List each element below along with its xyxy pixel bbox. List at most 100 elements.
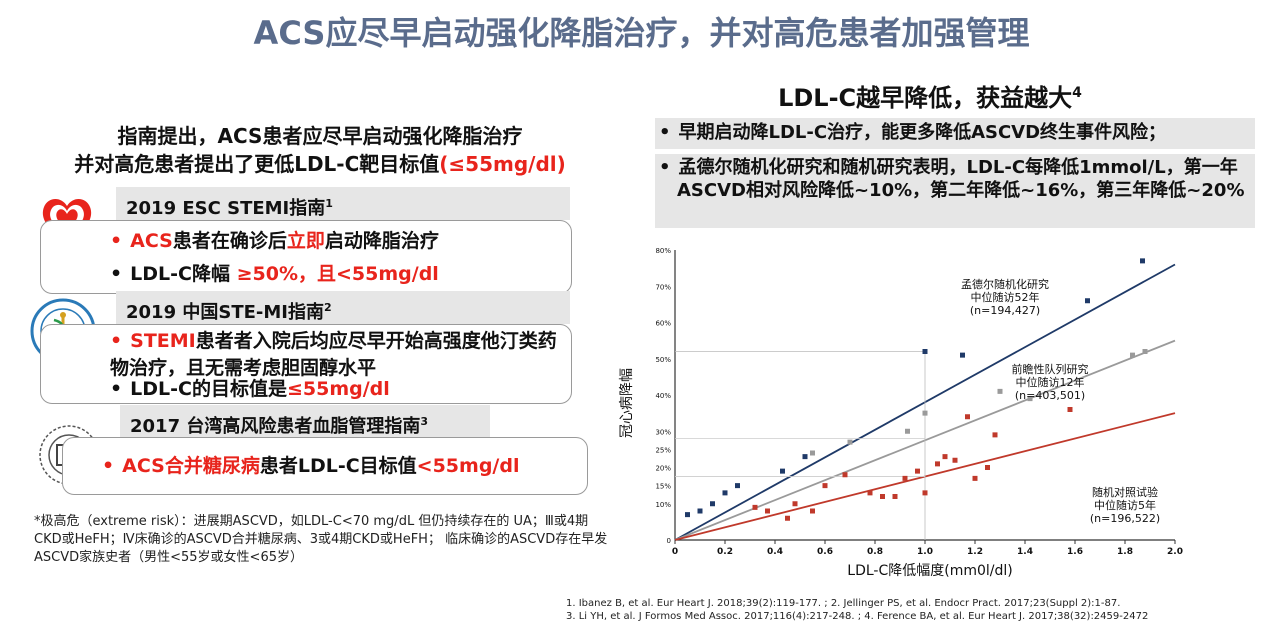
chart-annotation-line: 前瞻性队列研究 (1012, 362, 1089, 376)
taiwan-guideline-ref: 3 (420, 415, 429, 428)
chart-point (785, 515, 790, 521)
china-guideline-title: 2019 中国STE-MI指南 (126, 302, 324, 323)
chart-annotation-line: (n=403,501) (1015, 389, 1085, 402)
esc-recommendation-box (40, 220, 572, 294)
chart-x-tick-label: 1.6 (1067, 547, 1083, 557)
chart-points (685, 258, 1148, 521)
chart-y-tick-label: 10% (655, 501, 671, 509)
esc-b2-text: LDL-C降幅 (130, 263, 237, 285)
chart-point (735, 483, 740, 489)
right-bullet-2-text: 孟德尔随机化研究和随机研究表明，LDL-C每降低1mmol/L，第一年ASCVD… (677, 157, 1245, 201)
chart-point (765, 508, 770, 514)
chart-point (902, 475, 908, 481)
chart-y-tick-label: 25% (655, 446, 671, 454)
chart-y-tick-label: 30% (655, 428, 671, 436)
left-headline-target: (≤55mg/dl) (439, 152, 566, 176)
chart-point (685, 512, 690, 518)
chart-point (1140, 258, 1145, 264)
right-bullet-2-box: • 孟德尔随机化研究和随机研究表明，LDL-C每降低1mmol/L，第一年ASCV… (655, 154, 1255, 228)
chart-point (722, 490, 728, 496)
chart-point (915, 468, 920, 474)
chart-y-tick-label: 60% (655, 320, 671, 328)
chart-point (810, 450, 815, 456)
chart-x-tick-label: 0.4 (767, 547, 783, 557)
china-bullet-1: • STEMI患者者入院后均应尽早开始高强度他汀类药物治疗，且无需考虑胆固醇水平 (110, 330, 557, 379)
chart-point (697, 508, 703, 514)
right-bullet-1: • 早期启动降LDL-C治疗，能更多降低ASCVD终生事件风险； (659, 122, 1167, 143)
references-line-2: 3. Li YH, et al. J Formos Med Assoc. 201… (566, 611, 1149, 622)
right-headline-text: LDL-C越早降低，获益越大 (778, 84, 1073, 112)
chart-point (1027, 396, 1033, 402)
esc-bullet-1: • ACS患者在确诊后立即启动降脂治疗 (110, 230, 439, 252)
china-b1-stemi: STEMI (130, 330, 196, 352)
chart-point (960, 352, 965, 358)
chart-tick-labels: 0 0.2 0.4 0.6 0.8 1.0 1.2 1.4 1.6 1.8 2.0 0 10% 15% 20… (655, 247, 1183, 557)
china-guideline-ref: 2 (323, 301, 332, 314)
chart-point (880, 494, 885, 499)
chart-point (752, 504, 758, 510)
chart-annotation-line: 随机对照试验 (1092, 485, 1158, 499)
chart-y-tick-label: 15% (655, 483, 671, 491)
chart-x-tick-label: 1.0 (917, 547, 933, 557)
chart-point (792, 501, 798, 507)
esc-guideline-bar: 2019 ESC STEMI指南1 (116, 187, 570, 220)
chart-point (922, 490, 928, 496)
extreme-risk-footnote: *极高危（extreme risk）：进展期ASCVD，如LDL-C<70 mg… (34, 514, 608, 565)
taiwan-recommendation-box (62, 437, 588, 495)
chart-point (780, 468, 785, 474)
chart-x-tick-label: 1.4 (1017, 547, 1033, 557)
esc-b2-target: ≥50%，且<55mg/dl (236, 263, 439, 285)
taiwan-b1-target: <55mg/dl (416, 455, 520, 477)
chart-x-axis-label: LDL-C降低幅度(mm0l/dl) (847, 563, 1012, 579)
chart-y-tick-label: 0 (667, 537, 671, 545)
chart-annotation-line: 中位随访12年 (1016, 375, 1085, 389)
esc-b1-acs: ACS (130, 230, 173, 252)
esc-b1-text: 患者在确诊后 (172, 230, 287, 252)
chart-point (710, 501, 715, 507)
chart-point (847, 439, 853, 445)
chart-annotation-line: (n=194,427) (970, 304, 1040, 317)
chart-x-tick-label: 0 (672, 547, 678, 557)
chart-point (922, 410, 928, 416)
chart-x-tick-label: 0.2 (717, 547, 733, 557)
chart-point (965, 414, 970, 420)
chart-y-tick-label: 80% (655, 247, 671, 255)
esc-guideline-ref: 1 (325, 197, 333, 210)
chart-y-tick-label: 40% (655, 392, 671, 400)
esc-guideline-title: 2019 ESC STEMI指南 (126, 198, 326, 219)
chart-y-tick-label: 50% (655, 356, 671, 364)
chart-x-tick-label: 2.0 (1167, 547, 1183, 557)
taiwan-b1-text: 患者LDL-C目标值 (259, 455, 417, 477)
chart-annotation-line: 中位随访5年 (1094, 498, 1156, 512)
chart-point (1130, 352, 1135, 358)
chart-point (892, 494, 898, 499)
left-headline-line-2: 并对高危患者提出了更低LDL-C靶目标值(≤55mg/dl) (30, 150, 610, 178)
chart-y-axis-label: 冠心病降幅 (619, 368, 635, 438)
esc-b1-text-2: 启动降脂治疗 (324, 230, 439, 252)
chart-fit-lines (674, 263, 1176, 541)
chart-point (992, 432, 998, 438)
chart-point (1085, 298, 1090, 304)
ldl-reduction-chart: 0 0.2 0.4 0.6 0.8 1.0 1.2 1.4 1.6 1.8 2.0 0 10% 15% 20… (619, 247, 1183, 579)
left-headline: 指南提出，ACS患者应尽早启动强化降脂治疗 并对高危患者提出了更低LDL-C靶目… (30, 122, 610, 178)
china-recommendation-box (40, 324, 572, 404)
chart-x-tick-label: 0.6 (817, 547, 833, 557)
china-b2-text: LDL-C的目标值是 (130, 378, 287, 400)
references-line-1: 1. Ibanez B, et al. Eur Heart J. 2018;39… (566, 598, 1121, 609)
right-headline-ref: 4 (1072, 85, 1082, 101)
taiwan-b1-acs-dm: ACS合并糖尿病 (122, 455, 260, 477)
chart-point (952, 457, 958, 463)
chart-point (985, 465, 990, 470)
chart-x-tick-label: 1.8 (1117, 547, 1133, 557)
chart-x-tick-label: 1.2 (967, 547, 983, 557)
left-headline-line-1: 指南提出，ACS患者应尽早启动强化降脂治疗 (117, 124, 523, 148)
chart-y-tick-label: 20% (655, 465, 671, 473)
china-guideline-bar: 2019 中国STE-MI指南2 (116, 291, 570, 324)
taiwan-guideline-title: 2017 台湾高风险患者血脂管理指南 (130, 416, 421, 437)
chart-point (905, 428, 910, 434)
chart-x-tick-label: 0.8 (867, 547, 883, 557)
taiwan-bullet-1: • ACS合并糖尿病患者LDL-C目标值<55mg/dl (102, 455, 520, 477)
esc-b1-immediately: 立即 (286, 230, 325, 252)
esc-bullet-2: • LDL-C降幅 ≥50%，且<55mg/dl (110, 263, 439, 285)
